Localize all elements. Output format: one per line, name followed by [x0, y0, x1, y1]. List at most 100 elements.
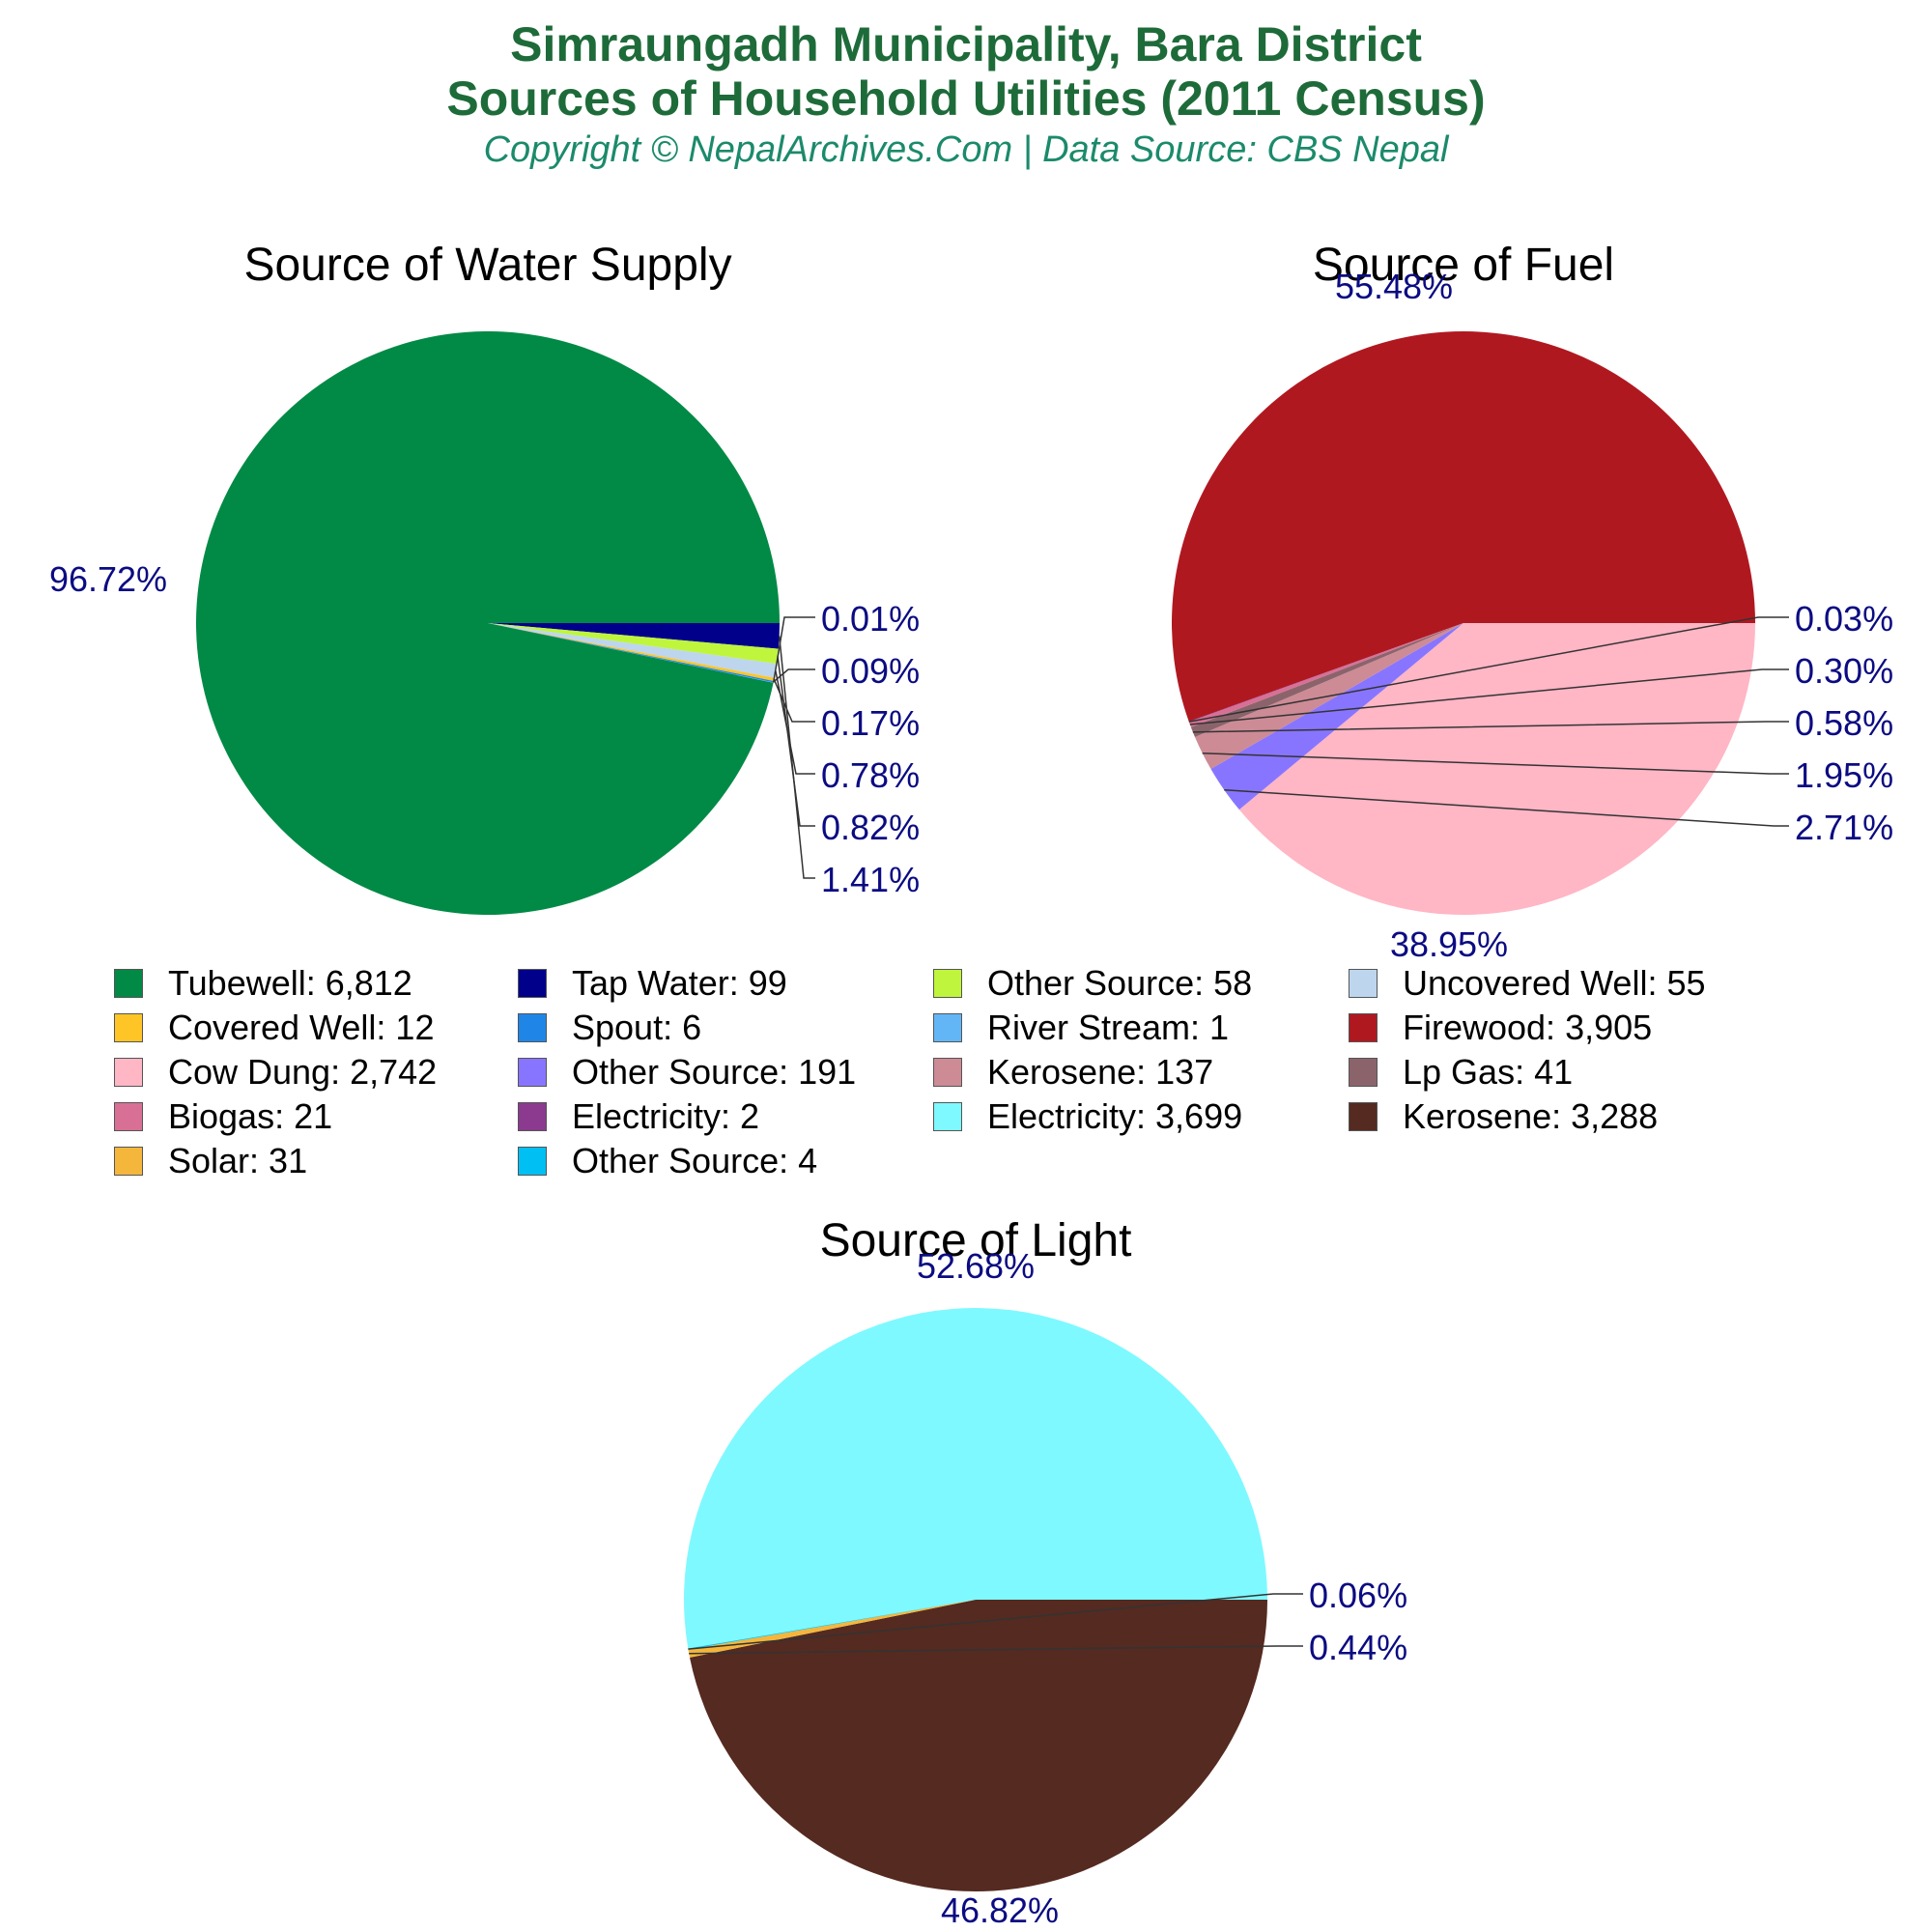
pie-slice-light-2 [688, 1600, 976, 1658]
pie-slice-fuel-6 [1188, 623, 1463, 723]
legend-item: Other Source: 58 [933, 962, 1252, 1005]
legend-label: Spout: 6 [572, 1008, 702, 1047]
chart-title-line-1: Simraungadh Municipality, Bara District [510, 17, 1422, 71]
legend-item: Solar: 31 [114, 1140, 307, 1182]
pie-label-water-5: 0.09% [821, 651, 920, 691]
legend-label: Kerosene: 3,288 [1403, 1096, 1659, 1136]
legend-item: Other Source: 4 [518, 1140, 817, 1182]
legend-item: Cow Dung: 2,742 [114, 1051, 437, 1094]
pie-slice-fuel-5 [1188, 623, 1463, 727]
legend-item: Spout: 6 [518, 1007, 701, 1049]
pie-slice-water-4 [488, 623, 775, 681]
legend-label: Electricity: 2 [572, 1096, 760, 1136]
chart-subtitle: Copyright © NepalArchives.Com | Data Sou… [483, 129, 1449, 170]
pie-slice-light-1 [689, 1600, 1267, 1892]
pie-slice-water-6 [488, 623, 774, 683]
leader-line-fuel-5 [1189, 668, 1789, 725]
legend-swatch [114, 1102, 143, 1131]
chart-title-line-2: Sources of Household Utilities (2011 Cen… [446, 71, 1486, 126]
legend-label: Other Source: 58 [987, 963, 1253, 1003]
legend-swatch [933, 1102, 962, 1131]
pie-label-fuel-2: 2.71% [1795, 808, 1893, 847]
pie-label-fuel-4: 0.58% [1795, 703, 1893, 743]
pie-slice-water-2 [488, 623, 779, 665]
legend-item: Uncovered Well: 55 [1349, 962, 1706, 1005]
legend-item: Electricity: 3,699 [933, 1095, 1242, 1138]
legend-item: Biogas: 21 [114, 1095, 332, 1138]
pie-slice-fuel-2 [1210, 623, 1463, 810]
leader-line-water-5 [773, 668, 815, 683]
legend-item: Electricity: 2 [518, 1095, 759, 1138]
legend-label: Covered Well: 12 [168, 1008, 435, 1047]
leader-line-fuel-4 [1192, 721, 1789, 733]
pie-label-water-4: 0.17% [821, 703, 920, 743]
pie-label-light-3: 0.06% [1309, 1576, 1407, 1615]
legend-swatch [518, 969, 547, 998]
legend-label: Cow Dung: 2,742 [168, 1052, 438, 1092]
legend-swatch [518, 1147, 547, 1176]
legend-swatch [933, 1013, 962, 1042]
legend-item: Kerosene: 3,288 [1349, 1095, 1658, 1138]
pie-label-fuel-5: 0.30% [1795, 651, 1893, 691]
legend-label: Tap Water: 99 [572, 963, 787, 1003]
legend-swatch [114, 1013, 143, 1042]
leader-line-water-4 [773, 679, 815, 723]
legend-swatch [114, 1147, 143, 1176]
legend-swatch [1349, 969, 1378, 998]
legend-label: Tubewell: 6,812 [168, 963, 412, 1003]
pie-slice-fuel-0 [1172, 331, 1755, 722]
pie-title-fuel: Source of Fuel [1313, 240, 1614, 291]
legend-label: Electricity: 3,699 [987, 1096, 1243, 1136]
legend-item: Other Source: 191 [518, 1051, 856, 1094]
leader-line-water-2 [777, 656, 815, 827]
pie-label-fuel-6: 0.03% [1795, 599, 1893, 639]
pie-label-light-2: 0.44% [1309, 1628, 1407, 1667]
legend-item: Lp Gas: 41 [1349, 1051, 1573, 1094]
pie-slice-light-3 [688, 1600, 976, 1650]
legend-label: Biogas: 21 [168, 1096, 333, 1136]
pie-slice-fuel-1 [1238, 623, 1755, 915]
legend-swatch [114, 969, 143, 998]
pie-label-light-0: 52.68% [917, 1246, 1035, 1286]
pie-label-water-2: 0.82% [821, 808, 920, 847]
legend-label: Firewood: 3,905 [1403, 1008, 1653, 1047]
leader-line-light-2 [689, 1645, 1303, 1655]
pie-slice-water-0 [195, 331, 780, 916]
legend-swatch [1349, 1102, 1378, 1131]
legend-item: River Stream: 1 [933, 1007, 1229, 1049]
pie-label-water-3: 0.78% [821, 755, 920, 795]
pie-label-light-1: 46.82% [941, 1890, 1059, 1930]
leader-line-fuel-2 [1224, 788, 1789, 827]
legend-swatch [1349, 1058, 1378, 1087]
legend-label: Other Source: 4 [572, 1141, 818, 1180]
pie-slice-water-1 [488, 623, 780, 649]
leader-line-water-6 [772, 616, 815, 683]
leader-line-fuel-6 [1188, 616, 1789, 723]
legend-item: Firewood: 3,905 [1349, 1007, 1652, 1049]
legend-item: Tubewell: 6,812 [114, 962, 412, 1005]
leader-line-water-1 [778, 636, 815, 879]
legend-item: Tap Water: 99 [518, 962, 787, 1005]
legend-item: Kerosene: 137 [933, 1051, 1213, 1094]
pie-label-water-0: 96.72% [49, 559, 167, 599]
pie-label-fuel-3: 1.95% [1795, 755, 1893, 795]
leader-line-fuel-3 [1202, 752, 1789, 775]
pie-slice-water-5 [488, 623, 774, 683]
pie-label-water-1: 1.41% [821, 860, 920, 899]
pie-label-fuel-0: 55.48% [1335, 267, 1453, 306]
legend-label: Uncovered Well: 55 [1403, 963, 1706, 1003]
legend-label: Other Source: 191 [572, 1052, 857, 1092]
legend-swatch [518, 1013, 547, 1042]
pie-chart-water: Source of Water Supply 96.72% 0.01% 0.09% 0.… [49, 240, 920, 916]
legend-label: Lp Gas: 41 [1403, 1052, 1574, 1092]
leader-line-water-3 [775, 670, 815, 775]
pie-title-water: Source of Water Supply [243, 240, 731, 291]
legend-swatch [114, 1058, 143, 1087]
legend-label: Kerosene: 137 [987, 1052, 1214, 1092]
legend-label: Solar: 31 [168, 1141, 308, 1180]
legend-swatch [933, 969, 962, 998]
legend-swatch [518, 1102, 547, 1131]
